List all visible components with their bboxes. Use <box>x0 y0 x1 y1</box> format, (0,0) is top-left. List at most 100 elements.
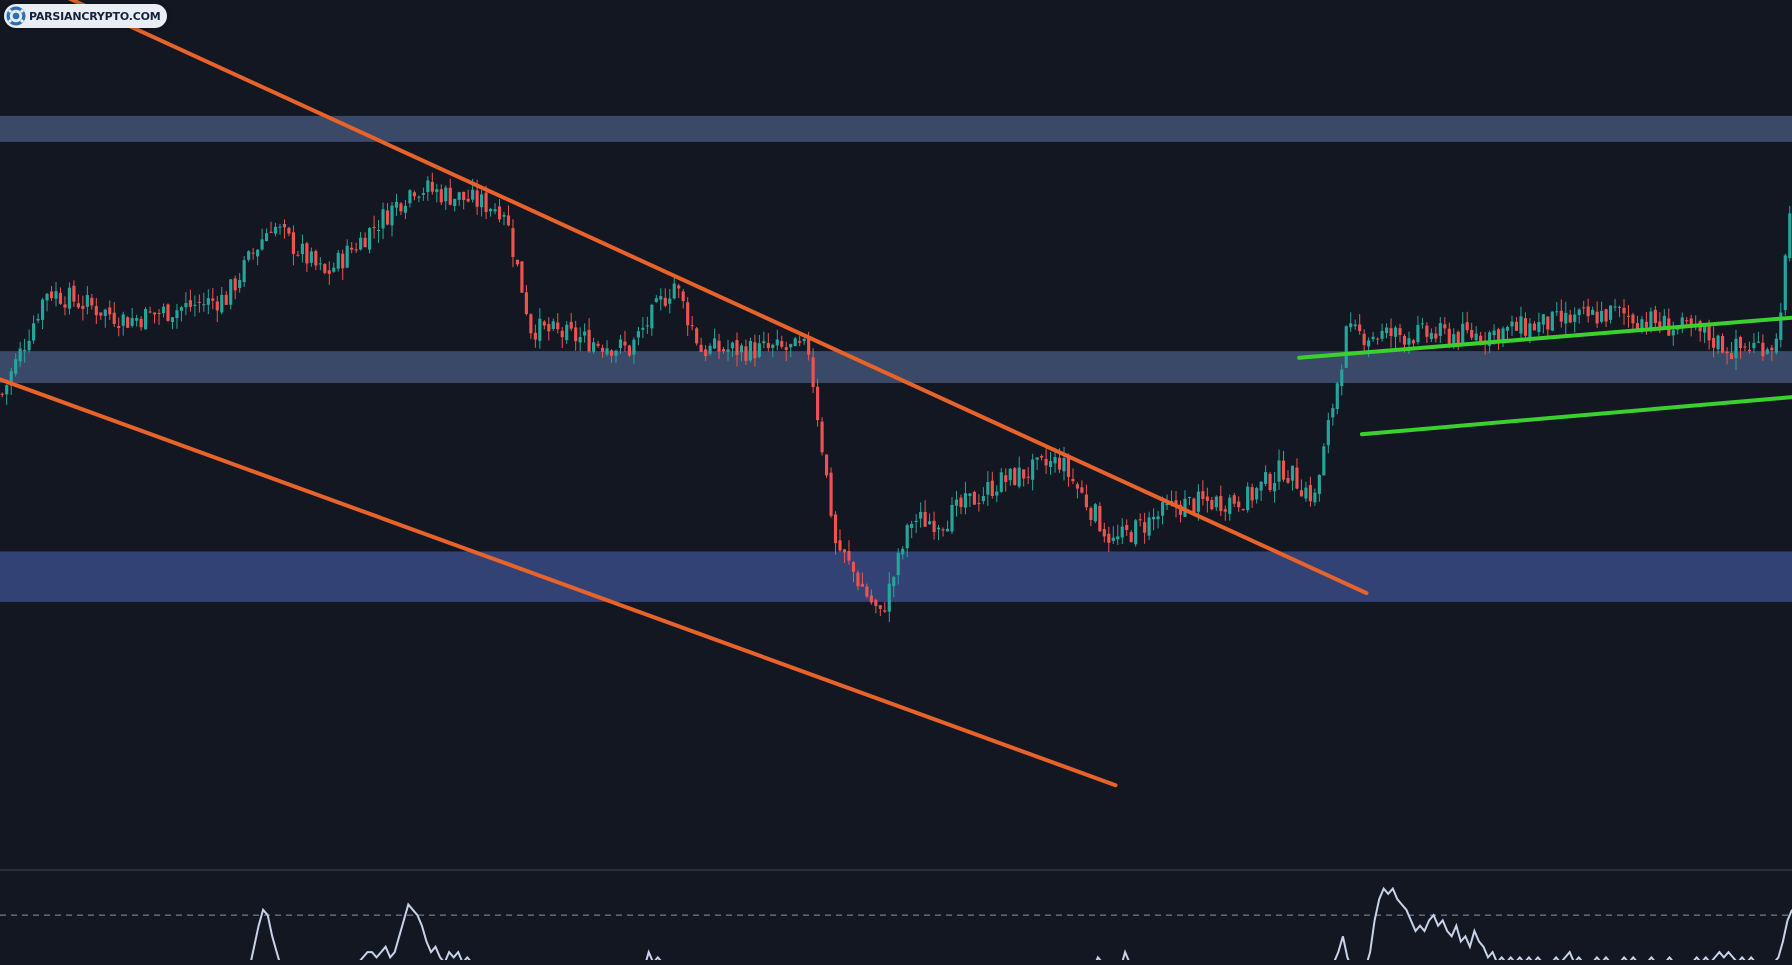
candle <box>1255 486 1259 504</box>
candle-body <box>515 259 520 265</box>
candle-body <box>5 385 9 395</box>
candle-body <box>135 318 139 321</box>
candle-body <box>1756 341 1760 343</box>
candle <box>197 294 201 313</box>
candle-body <box>412 192 416 197</box>
candle <box>968 493 972 508</box>
candle-body <box>1205 496 1209 501</box>
candle <box>206 289 210 315</box>
candle <box>945 520 950 532</box>
candle-body <box>256 249 260 257</box>
candle <box>126 316 130 329</box>
candle <box>1653 305 1657 331</box>
candle-body <box>1613 306 1617 308</box>
candle-body <box>148 311 152 313</box>
candle <box>103 308 107 328</box>
candle-body <box>699 344 703 353</box>
candle <box>609 349 614 363</box>
candle <box>1470 322 1474 340</box>
candle-body <box>1461 323 1465 344</box>
candle <box>708 343 712 356</box>
candle <box>981 487 985 505</box>
ascending-channel-upper <box>1297 315 1792 360</box>
candle <box>1774 333 1778 355</box>
candle <box>1362 329 1366 352</box>
candle-body <box>686 302 690 326</box>
candle-body <box>1456 331 1460 344</box>
candle <box>932 511 936 540</box>
candle <box>1264 465 1268 487</box>
candle <box>1546 315 1550 339</box>
candle-body <box>291 232 296 254</box>
candle-body <box>766 343 770 349</box>
candle-body <box>824 454 829 476</box>
candle-body <box>215 301 219 311</box>
candle-body <box>1689 318 1693 328</box>
candle <box>1743 342 1747 352</box>
candle <box>1156 510 1160 529</box>
candle-body <box>1196 491 1200 512</box>
candle-body <box>932 520 936 533</box>
candle-body <box>260 239 264 250</box>
candle <box>90 293 94 310</box>
candle-body <box>1371 336 1375 340</box>
candle-body <box>220 294 224 313</box>
candle <box>1004 468 1008 492</box>
candle <box>94 297 98 324</box>
candle-body <box>363 237 367 248</box>
candle-body <box>842 549 847 553</box>
candle-body <box>1331 408 1335 418</box>
candle <box>466 189 470 203</box>
candle-body <box>139 318 143 328</box>
candle-body <box>1591 309 1595 315</box>
candle-body <box>193 304 197 306</box>
candle-body <box>1438 323 1442 336</box>
candle <box>1013 466 1017 486</box>
candle <box>291 225 296 266</box>
candle <box>1134 518 1138 547</box>
candle <box>977 494 981 512</box>
candle-body <box>977 503 981 505</box>
candle <box>336 249 340 272</box>
candle-body <box>668 298 672 304</box>
candle-body <box>1617 306 1622 308</box>
candle <box>690 316 694 331</box>
candle <box>856 570 860 591</box>
candle <box>869 589 873 605</box>
oscillator-pane <box>0 886 1792 965</box>
candle-body <box>1299 490 1304 497</box>
candle <box>592 337 596 354</box>
candle <box>278 223 282 235</box>
candle <box>1694 315 1698 331</box>
candle <box>1281 450 1286 482</box>
candle-body <box>1044 458 1048 466</box>
candle-body <box>1685 320 1689 322</box>
candle-body <box>645 325 649 327</box>
candle-body <box>350 247 354 250</box>
candle <box>1761 334 1765 361</box>
candle-body <box>811 357 815 388</box>
candle-body <box>1541 314 1545 325</box>
candle <box>359 231 363 251</box>
candle-body <box>560 330 564 338</box>
candle <box>453 198 457 212</box>
candle-body <box>439 189 443 203</box>
candle-body <box>775 339 779 346</box>
candle-body <box>184 302 188 308</box>
candle <box>5 384 9 405</box>
candle-body <box>1004 475 1008 482</box>
candle-body <box>1537 322 1541 333</box>
candle-body <box>869 595 873 603</box>
candle-body <box>126 317 130 328</box>
candle-body <box>1201 491 1205 500</box>
candle-body <box>1138 519 1142 521</box>
candle-body <box>1152 516 1156 520</box>
candle-body <box>901 548 905 555</box>
candle <box>1304 481 1308 502</box>
candle-body <box>672 283 676 299</box>
candle-body <box>1214 496 1218 508</box>
candle <box>1577 308 1581 324</box>
candle <box>426 176 430 201</box>
candle-body <box>1568 314 1572 323</box>
candle <box>1340 364 1344 396</box>
